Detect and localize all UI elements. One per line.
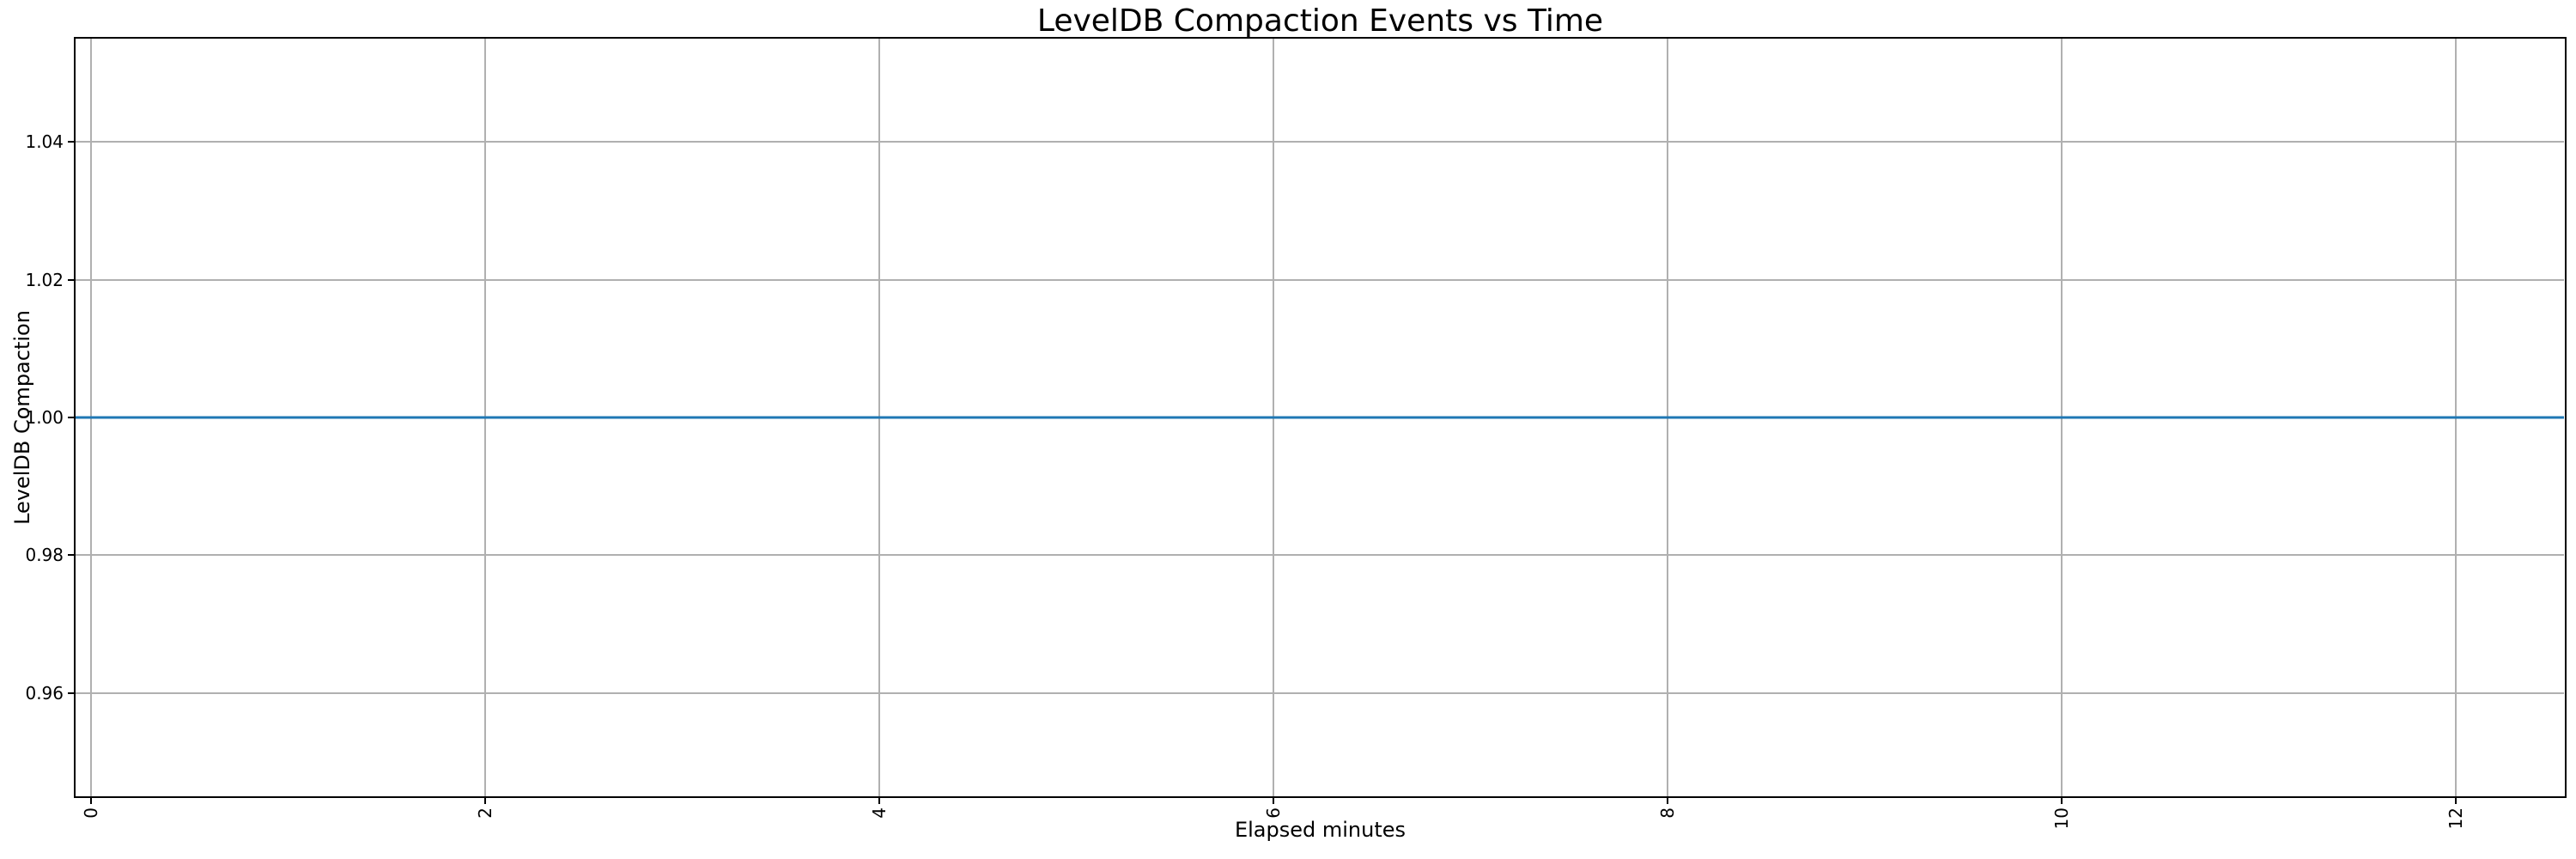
y-gridline [76, 278, 2564, 281]
x-axis-label: Elapsed minutes [1234, 818, 1406, 842]
x-tick-label: 4 [869, 807, 890, 819]
x-tick-label: 10 [2050, 807, 2072, 830]
x-tick-label: 12 [2445, 807, 2466, 830]
y-tick-label: 1.00 [25, 407, 64, 428]
x-tick-mark [1273, 796, 1275, 804]
x-tick-mark [90, 796, 93, 804]
axes-spines [74, 37, 2567, 798]
chart-title: LevelDB Compaction Events vs Time [1036, 3, 1604, 39]
x-tick-label: 8 [1656, 807, 1678, 819]
x-tick-mark [1666, 796, 1668, 804]
x-tick-label: 0 [81, 807, 102, 819]
y-tick-label: 1.04 [25, 131, 64, 153]
x-tick-mark [878, 796, 881, 804]
y-tick-mark [68, 691, 76, 694]
y-gridline [76, 141, 2564, 143]
y-tick-mark [68, 141, 76, 143]
y-tick-mark [68, 554, 76, 557]
y-tick-label: 0.98 [25, 545, 64, 566]
y-gridline [76, 554, 2564, 557]
x-tick-mark [2060, 796, 2063, 804]
x-tick-label: 2 [475, 807, 496, 819]
x-tick-label: 6 [1263, 807, 1285, 819]
y-tick-label: 0.96 [25, 682, 64, 704]
y-tick-mark [68, 278, 76, 281]
y-tick-label: 1.02 [25, 269, 64, 290]
y-gridline [76, 691, 2564, 694]
x-tick-mark [484, 796, 487, 804]
y-tick-mark [68, 417, 76, 418]
x-tick-mark [2454, 796, 2457, 804]
